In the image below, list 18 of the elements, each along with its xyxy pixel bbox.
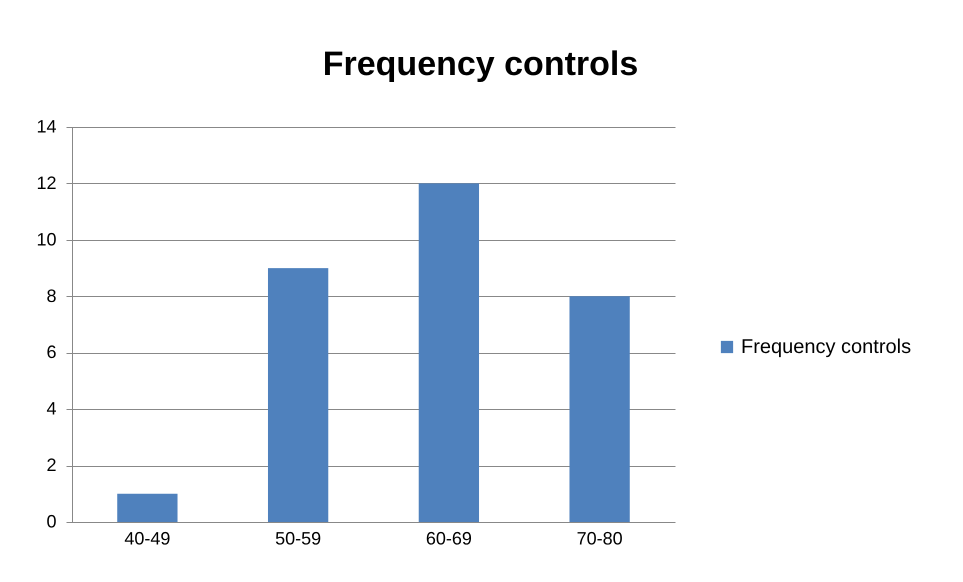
x-tick-label: 60-69 (426, 528, 472, 548)
bar (418, 183, 480, 522)
bar (117, 494, 178, 522)
y-tick-label: 14 (36, 116, 56, 136)
bar (268, 268, 328, 522)
y-tick-label: 4 (46, 398, 56, 419)
x-tick-label: 50-59 (275, 528, 322, 548)
y-tick-label: 10 (36, 229, 56, 250)
x-tick-label: 40-49 (124, 528, 170, 548)
x-tick-label: 70-80 (576, 528, 623, 548)
bar (569, 296, 630, 522)
y-tick-label: 0 (46, 512, 56, 532)
y-tick-label: 12 (36, 172, 56, 193)
y-tick-label: 2 (46, 455, 56, 476)
y-tick-label: 8 (46, 286, 56, 306)
chart-title: Frequency controls (322, 45, 638, 83)
y-tick-label: 6 (46, 342, 56, 362)
legend-label: Frequency controls (741, 336, 912, 358)
